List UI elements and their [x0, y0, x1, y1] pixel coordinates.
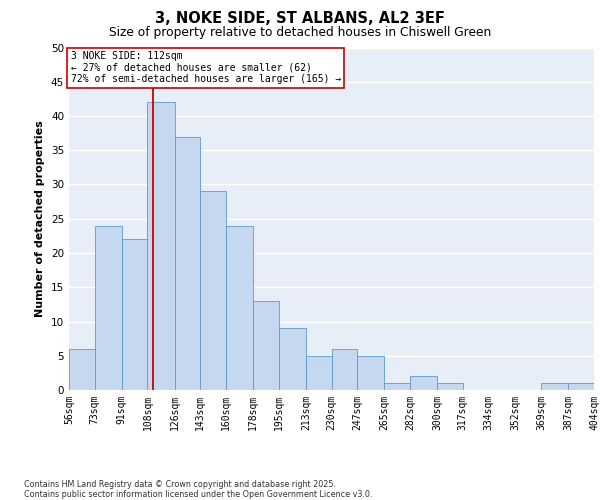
Bar — [226, 226, 253, 390]
Bar — [175, 136, 200, 390]
Text: Size of property relative to detached houses in Chiswell Green: Size of property relative to detached ho… — [109, 26, 491, 39]
Bar — [541, 383, 568, 390]
Bar — [278, 328, 306, 390]
Bar — [148, 102, 175, 390]
Y-axis label: Number of detached properties: Number of detached properties — [35, 120, 46, 317]
Text: 3, NOKE SIDE, ST ALBANS, AL2 3EF: 3, NOKE SIDE, ST ALBANS, AL2 3EF — [155, 11, 445, 26]
Text: Contains HM Land Registry data © Crown copyright and database right 2025.
Contai: Contains HM Land Registry data © Crown c… — [24, 480, 373, 499]
Bar — [122, 240, 148, 390]
Bar — [306, 356, 331, 390]
Bar — [410, 376, 437, 390]
Text: 3 NOKE SIDE: 112sqm
← 27% of detached houses are smaller (62)
72% of semi-detach: 3 NOKE SIDE: 112sqm ← 27% of detached ho… — [71, 51, 341, 84]
Bar — [253, 301, 278, 390]
Bar — [69, 349, 95, 390]
Bar — [437, 383, 463, 390]
Bar — [357, 356, 385, 390]
Bar — [568, 383, 594, 390]
Bar — [385, 383, 410, 390]
Bar — [200, 192, 226, 390]
Bar — [331, 349, 357, 390]
Bar — [95, 226, 122, 390]
